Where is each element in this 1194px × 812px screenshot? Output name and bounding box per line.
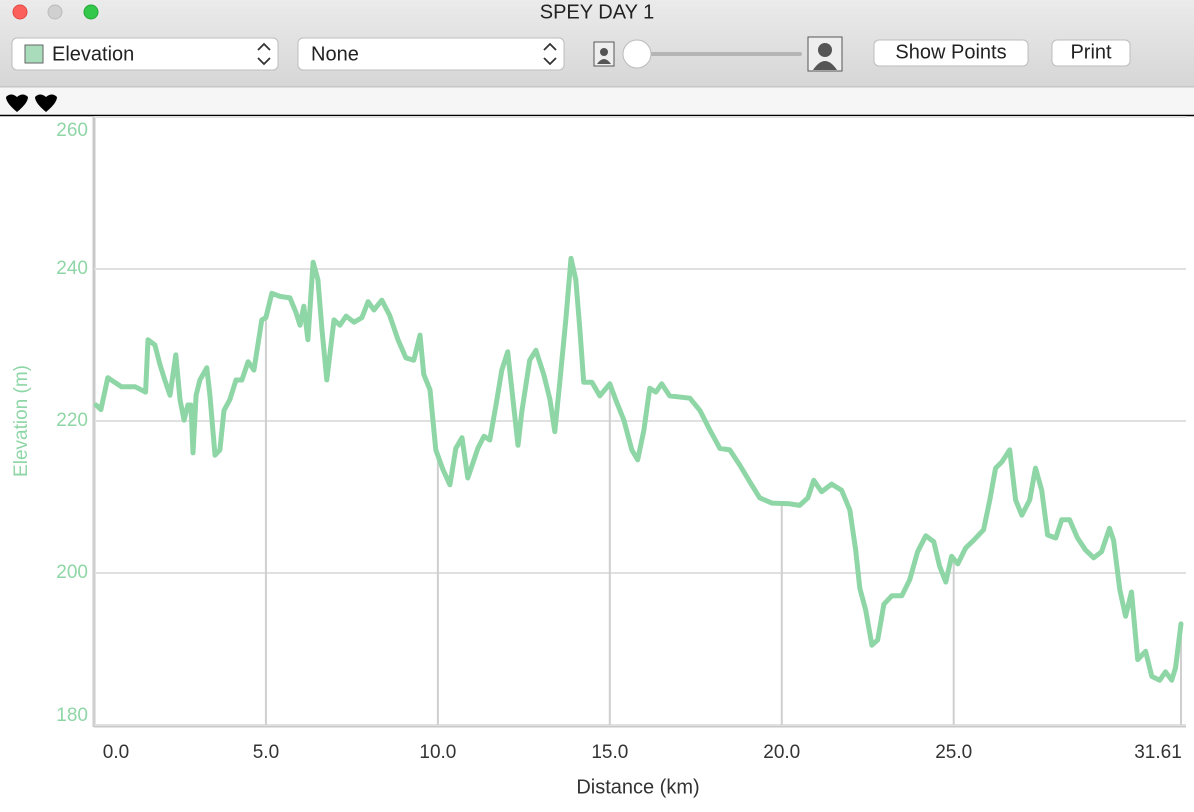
zoom-slider[interactable] bbox=[593, 36, 843, 72]
x-tick-label: 10.0 bbox=[419, 742, 456, 763]
slider-track[interactable] bbox=[636, 52, 802, 56]
dropdown-arrows bbox=[257, 42, 271, 66]
icon-body bbox=[813, 61, 837, 70]
slider-knob[interactable] bbox=[622, 39, 652, 69]
print-label[interactable]: Print bbox=[1070, 41, 1112, 63]
dropdown-box[interactable] bbox=[297, 37, 565, 71]
x-tick-label: 20.0 bbox=[763, 742, 800, 763]
series-menu[interactable]: Elevation bbox=[11, 37, 279, 71]
elevation-line bbox=[93, 255, 1184, 683]
y-tick-label: 200 bbox=[56, 562, 88, 583]
x-tick-label: 0.0 bbox=[103, 742, 129, 763]
icon-head bbox=[818, 43, 832, 57]
y-tick-label: 260 bbox=[56, 120, 88, 141]
x-tick-label: 5.0 bbox=[253, 742, 279, 763]
secondary-menu-label[interactable]: None bbox=[311, 43, 359, 65]
series-swatch bbox=[24, 44, 44, 64]
show-points-button[interactable] bbox=[873, 39, 1029, 67]
secondary-menu[interactable]: None bbox=[297, 37, 565, 71]
dropdown-arrows bbox=[543, 42, 557, 66]
y-tick-label: 180 bbox=[56, 705, 88, 726]
x-tick-label: 25.0 bbox=[935, 742, 972, 763]
x-axis-title: Distance (km) bbox=[576, 776, 699, 798]
marker-strip bbox=[0, 88, 1194, 115]
grid bbox=[93, 116, 1186, 726]
start-marker[interactable] bbox=[6, 94, 28, 113]
x-tick-label: 31.61 bbox=[1134, 742, 1182, 763]
x-tick-label: 15.0 bbox=[591, 742, 628, 763]
show-points-label[interactable]: Show Points bbox=[895, 41, 1006, 63]
icon-head bbox=[600, 48, 608, 56]
y-tick-label: 220 bbox=[56, 410, 88, 431]
close-button[interactable] bbox=[12, 4, 28, 20]
y-axis-title: Elevation (m) bbox=[11, 365, 32, 477]
zoom-button[interactable] bbox=[83, 4, 99, 20]
y-tick-label: 240 bbox=[56, 258, 88, 279]
end-marker[interactable] bbox=[35, 94, 57, 113]
icon-body bbox=[597, 59, 611, 64]
minimize-button[interactable] bbox=[47, 4, 63, 20]
window-title: SPEY DAY 1 bbox=[540, 1, 655, 23]
dropdown-box[interactable] bbox=[11, 37, 279, 71]
print-button[interactable] bbox=[1051, 39, 1131, 67]
series-menu-label[interactable]: Elevation bbox=[52, 43, 134, 65]
